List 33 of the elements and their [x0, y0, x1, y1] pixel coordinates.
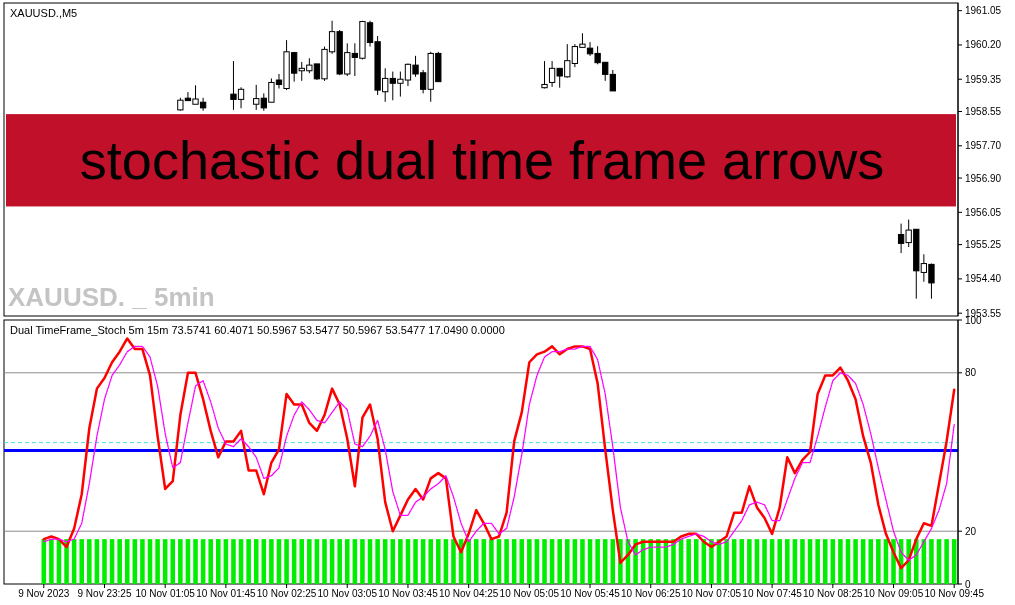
- x-tick-label: 10 Nov 02:25: [256, 588, 317, 599]
- x-tick-label: 10 Nov 09:45: [924, 588, 985, 599]
- chart-title: XAUUSD.,M5: [10, 7, 78, 19]
- x-tick-label: 10 Nov 09:05: [863, 588, 924, 599]
- x-tick-label: 10 Nov 03:05: [317, 588, 378, 599]
- y-tick-label: 1957.70: [965, 140, 1002, 152]
- x-tick-label: 10 Nov 07:05: [681, 588, 742, 599]
- x-tick-label: 9 Nov 2023: [18, 588, 70, 599]
- x-tick-label: 10 Nov 05:45: [560, 588, 621, 599]
- x-tick-label: 10 Nov 01:05: [135, 588, 196, 599]
- annotation: stochastic dual time frame arrows: [79, 129, 885, 190]
- y-tick-label: 1954.40: [965, 273, 1002, 285]
- y-tick-label: 80: [965, 367, 977, 379]
- x-tick-label: 10 Nov 01:45: [196, 588, 257, 599]
- annotation: XAUUSD. _ 5min: [8, 282, 215, 312]
- x-tick-label: 10 Nov 05:05: [499, 588, 560, 599]
- y-tick-label: 1958.55: [965, 106, 1002, 117]
- y-tick-label: 20: [965, 525, 977, 537]
- y-tick-label: 1956.90: [965, 172, 1002, 184]
- y-tick-label: 1960.20: [965, 39, 1002, 51]
- y-tick-label: 1955.25: [965, 239, 1002, 251]
- x-tick-label: 9 Nov 23:25: [77, 588, 132, 599]
- chart-title: Dual TimeFrame_Stoch 5m 15m 73.5741 60.4071 50.5967 53.5477 50.5967 53.5477 17.0490 0.0000: [10, 324, 505, 336]
- y-tick-label: 1959.35: [965, 73, 1002, 85]
- x-tick-label: 10 Nov 08:25: [803, 588, 863, 599]
- x-tick-label: 10 Nov 03:45: [378, 588, 439, 599]
- candlestick: [541, 60, 548, 90]
- x-tick-label: 10 Nov 07:45: [742, 588, 803, 599]
- y-tick-label: 0: [965, 578, 971, 590]
- x-tick-label: 10 Nov 06:25: [620, 588, 681, 599]
- y-tick-label: 1956.05: [965, 206, 1002, 218]
- y-tick-label: 1961.05: [965, 5, 1002, 17]
- x-tick-label: 10 Nov 04:25: [438, 588, 499, 599]
